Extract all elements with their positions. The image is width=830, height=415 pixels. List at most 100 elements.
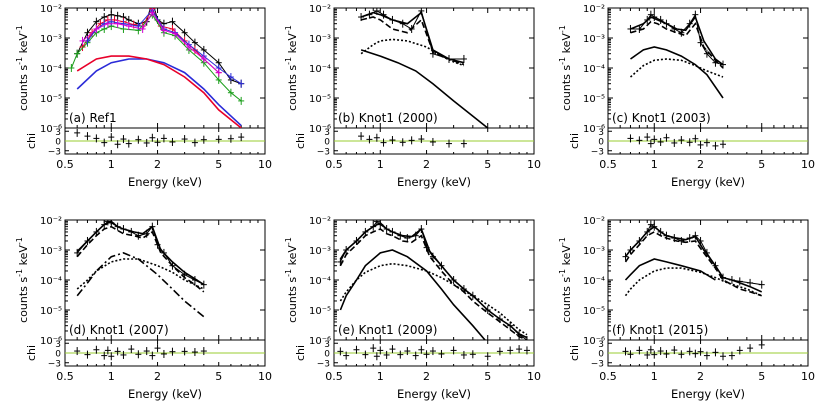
model-curve-2 bbox=[76, 220, 205, 286]
resid-tick-label: −3 bbox=[48, 359, 61, 369]
y-tick-label: 10⁻⁵ bbox=[309, 94, 331, 105]
y-tick-label: 10⁻³ bbox=[309, 246, 331, 257]
y-tick-label: 10⁻⁵ bbox=[583, 94, 605, 105]
model-curve-2 bbox=[624, 225, 763, 293]
y-axis-title-part: keV bbox=[560, 245, 573, 269]
resid-tick-label: 3 bbox=[324, 340, 330, 350]
y-axis-title-part: -1 bbox=[284, 57, 293, 65]
model-curve-2 bbox=[360, 11, 465, 64]
y-tick-label: 10⁻⁴ bbox=[309, 276, 331, 287]
model-curve-3 bbox=[76, 225, 205, 293]
y-axis-title-part: -1 bbox=[558, 25, 567, 33]
y-tick-label: 10⁻⁶ bbox=[309, 124, 331, 135]
panel-5: 0.5 1 2 5 10 10⁻⁶ 10⁻⁵ 10⁻⁴ 10⁻³ 10⁻² 30−3 (e) Knot… bbox=[284, 216, 541, 401]
y-tick-label: 10⁻² bbox=[40, 216, 62, 227]
x-tick-label: 5 bbox=[758, 370, 765, 383]
x-tick-label: 1 bbox=[377, 158, 384, 171]
spectrum-frame bbox=[607, 219, 809, 341]
data-line-5 bbox=[82, 11, 220, 73]
x-tick-label: 10 bbox=[258, 158, 272, 171]
y-tick-label: 10⁻⁵ bbox=[40, 306, 62, 317]
resid-axis-title: chi bbox=[568, 345, 581, 361]
x-tick-label: 1 bbox=[108, 158, 115, 171]
y-axis-title-part: -1 bbox=[284, 269, 293, 277]
y-tick-label: 10⁻³ bbox=[583, 246, 605, 257]
x-axis-title: Energy (keV) bbox=[671, 175, 745, 189]
model-curve-4 bbox=[339, 262, 528, 336]
panel-4: 0.5 1 2 5 10 10⁻⁶ 10⁻⁵ 10⁻⁴ 10⁻³ 10⁻² 30−3 (d) Knot… bbox=[15, 216, 272, 401]
residual-group bbox=[74, 344, 207, 361]
y-tick-label: 10⁻⁴ bbox=[583, 64, 605, 75]
y-axis-title: counts s-1 keV-1 bbox=[284, 237, 299, 323]
resid-tick-label: 0 bbox=[55, 138, 61, 148]
model-curve-3 bbox=[339, 228, 528, 340]
x-tick-label: 0.5 bbox=[56, 158, 74, 171]
resid-axis-title: chi bbox=[294, 133, 307, 149]
resid-axis-title: chi bbox=[25, 345, 38, 361]
x-tick-label: 10 bbox=[258, 370, 272, 383]
data-line-1 bbox=[360, 9, 464, 60]
y-axis-title-part: -1 bbox=[284, 237, 293, 245]
x-tick-label: 2 bbox=[154, 158, 161, 171]
panel-label: (b) Knot1 (2000) bbox=[338, 111, 438, 125]
resid-tick-label: −3 bbox=[48, 147, 61, 157]
y-tick-label: 10⁻⁴ bbox=[40, 276, 62, 287]
y-axis-title-part: counts s bbox=[17, 277, 30, 323]
y-axis-title-part: -1 bbox=[558, 57, 567, 65]
y-axis-title-part: keV bbox=[286, 33, 299, 57]
y-axis-title: counts s-1 keV-1 bbox=[558, 25, 573, 111]
x-tick-label: 1 bbox=[651, 158, 658, 171]
panel-1: 0.5 1 2 5 10 10⁻⁶ 10⁻⁵ 10⁻⁴ 10⁻³ 10⁻² 30−3 (a) Ref1… bbox=[15, 4, 272, 189]
y-axis-title-part: counts s bbox=[17, 65, 30, 111]
x-tick-label: 0.5 bbox=[56, 370, 74, 383]
x-axis-title: Energy (keV) bbox=[397, 175, 471, 189]
panel-label: (f) Knot1 (2015) bbox=[612, 323, 708, 337]
y-axis-title-part: counts s bbox=[560, 277, 573, 323]
x-tick-label: 1 bbox=[108, 370, 115, 383]
y-tick-label: 10⁻³ bbox=[40, 34, 62, 45]
model-curve-2 bbox=[339, 221, 528, 339]
y-tick-label: 10⁻⁴ bbox=[309, 64, 331, 75]
y-tick-label: 10⁻⁶ bbox=[40, 336, 62, 347]
series-group bbox=[68, 8, 245, 128]
y-tick-label: 10⁻³ bbox=[40, 246, 62, 257]
x-tick-label: 0.5 bbox=[599, 158, 617, 171]
x-tick-label: 5 bbox=[758, 158, 765, 171]
model-curve-3 bbox=[360, 38, 465, 67]
model-curve-6 bbox=[76, 58, 242, 127]
x-tick-label: 10 bbox=[801, 370, 815, 383]
x-tick-label: 1 bbox=[377, 370, 384, 383]
resid-tick-label: 3 bbox=[324, 128, 330, 138]
x-tick-label: 2 bbox=[154, 370, 161, 383]
panel-6: 0.5 1 2 5 10 10⁻⁶ 10⁻⁵ 10⁻⁴ 10⁻³ 10⁻² 30−3 (f) Knot… bbox=[558, 216, 815, 401]
x-axis-title: Energy (keV) bbox=[397, 387, 471, 401]
y-tick-label: 10⁻³ bbox=[583, 34, 605, 45]
resid-tick-label: 0 bbox=[324, 350, 330, 360]
x-tick-label: 5 bbox=[215, 158, 222, 171]
x-tick-label: 10 bbox=[527, 158, 541, 171]
x-tick-label: 2 bbox=[423, 370, 430, 383]
y-axis-title: counts s-1 keV-1 bbox=[15, 25, 30, 111]
y-tick-label: 10⁻² bbox=[40, 4, 62, 15]
resid-tick-label: 3 bbox=[55, 128, 61, 138]
model-curve-5 bbox=[630, 46, 724, 99]
series-group bbox=[622, 220, 765, 297]
x-axis-title: Energy (keV) bbox=[671, 387, 745, 401]
resid-tick-label: 3 bbox=[598, 128, 604, 138]
series-group bbox=[627, 10, 727, 99]
model-curve-4 bbox=[629, 58, 724, 78]
x-tick-label: 5 bbox=[484, 370, 491, 383]
y-axis-title-part: -1 bbox=[284, 25, 293, 33]
y-tick-label: 10⁻² bbox=[309, 4, 331, 15]
y-tick-label: 10⁻² bbox=[583, 4, 605, 15]
data-line-3 bbox=[70, 13, 242, 102]
residual-group bbox=[358, 132, 467, 148]
y-tick-label: 10⁻⁵ bbox=[309, 306, 331, 317]
y-tick-label: 10⁻⁴ bbox=[583, 276, 605, 287]
model-curve-3 bbox=[630, 20, 724, 69]
y-axis-title-part: keV bbox=[560, 33, 573, 57]
model-curve-2 bbox=[630, 15, 724, 66]
x-tick-label: 1 bbox=[651, 370, 658, 383]
panel-label: (c) Knot1 (2003) bbox=[612, 111, 711, 125]
